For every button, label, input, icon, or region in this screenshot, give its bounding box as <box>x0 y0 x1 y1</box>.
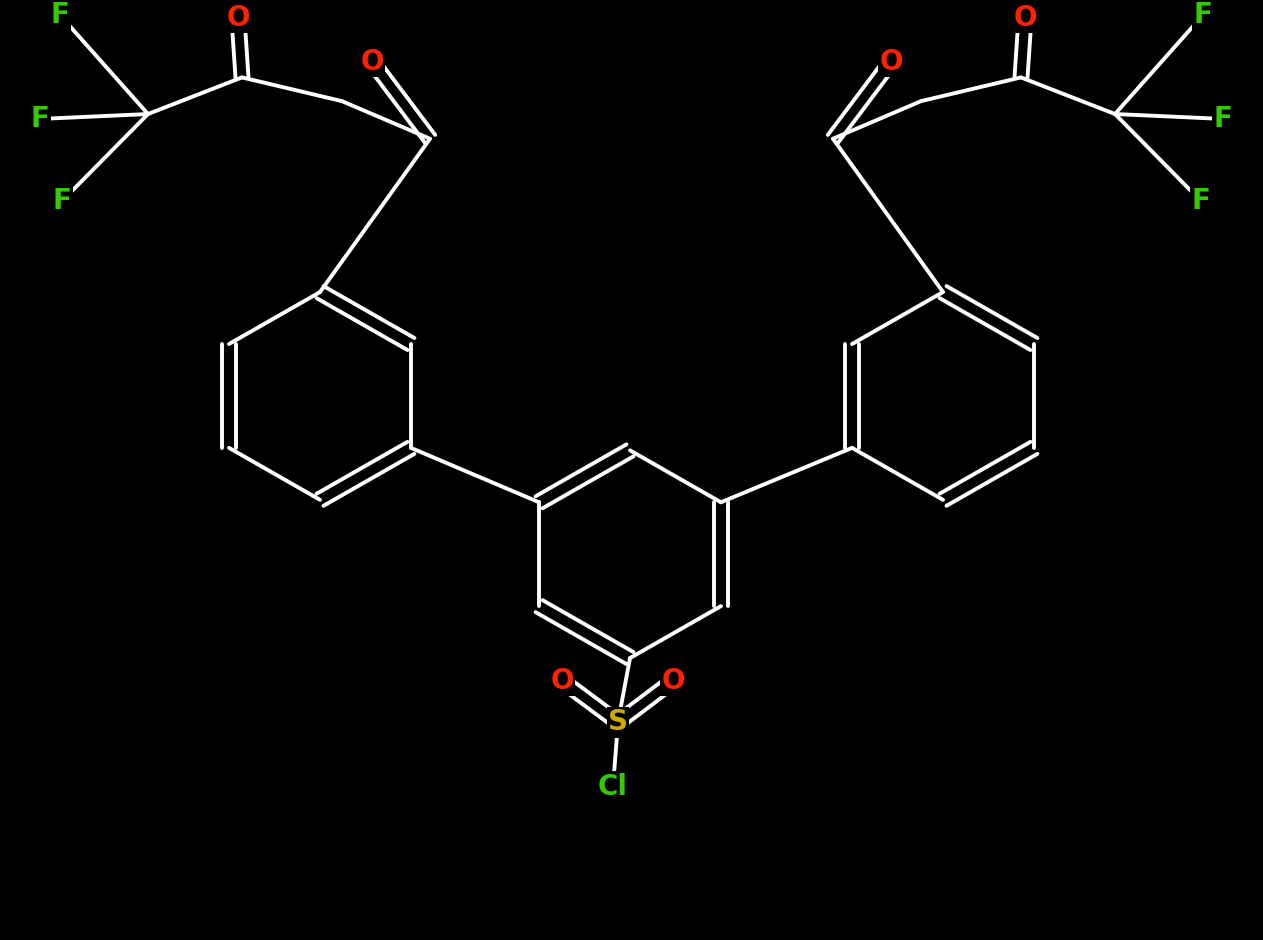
Text: O: O <box>662 666 685 695</box>
Text: O: O <box>360 48 384 75</box>
Text: O: O <box>879 48 903 75</box>
Text: F: F <box>1191 187 1210 215</box>
Text: O: O <box>226 4 250 32</box>
Text: F: F <box>30 105 49 133</box>
Text: O: O <box>1013 4 1037 32</box>
Text: F: F <box>51 1 69 29</box>
Text: F: F <box>53 187 72 215</box>
Text: O: O <box>551 666 573 695</box>
Text: S: S <box>608 709 628 736</box>
Text: F: F <box>1194 1 1212 29</box>
Text: Cl: Cl <box>597 773 628 801</box>
Text: F: F <box>1214 105 1233 133</box>
